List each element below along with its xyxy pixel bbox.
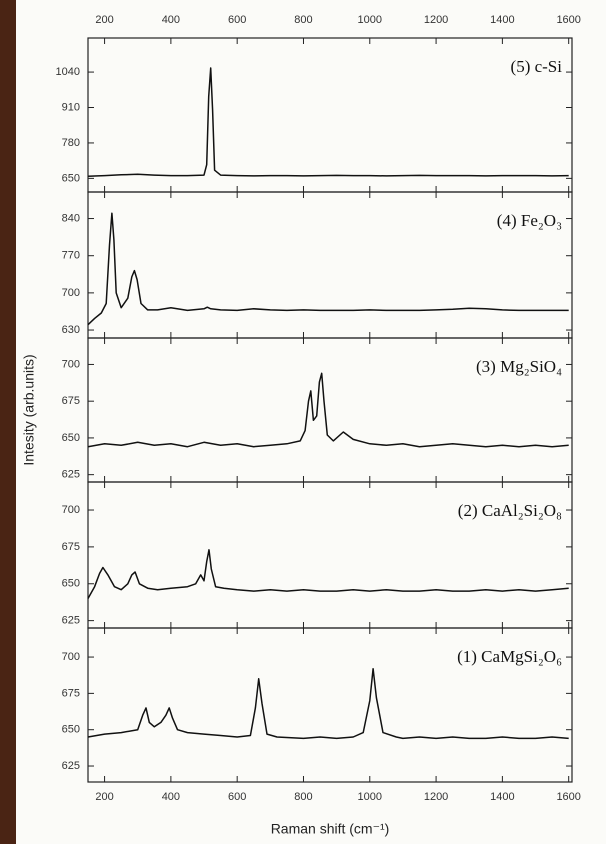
spectrum-line bbox=[87, 549, 569, 599]
y-tick-label: 700 bbox=[62, 504, 80, 516]
x-tick-label: 1200 bbox=[424, 791, 448, 803]
y-tick-label: 1040 bbox=[56, 66, 80, 78]
panel-label: (2) CaAl₂Si₂O₈ bbox=[458, 501, 562, 520]
spectrum-line bbox=[87, 372, 569, 448]
y-tick-label: 770 bbox=[62, 250, 80, 262]
y-tick-label: 700 bbox=[62, 287, 80, 299]
x-tick-label-top: 200 bbox=[95, 14, 113, 26]
x-tick-label-top: 1000 bbox=[358, 14, 382, 26]
x-tick-label: 1400 bbox=[490, 791, 514, 803]
x-tick-label: 1600 bbox=[556, 791, 580, 803]
x-tick-label-top: 1200 bbox=[424, 14, 448, 26]
dark-edge bbox=[0, 0, 16, 844]
panel-frame bbox=[87, 37, 573, 193]
spectrum-line bbox=[87, 212, 569, 326]
x-tick-label: 200 bbox=[95, 791, 113, 803]
x-tick-label-top: 800 bbox=[294, 14, 312, 26]
y-tick-label: 840 bbox=[62, 212, 80, 224]
y-tick-label: 675 bbox=[62, 687, 80, 699]
spectrum-line bbox=[87, 67, 569, 177]
y-tick-label: 650 bbox=[62, 724, 80, 736]
y-tick-label: 625 bbox=[62, 615, 80, 627]
panel-label: (5) c-Si bbox=[511, 57, 563, 76]
x-axis-label: Raman shift (cm⁻¹) bbox=[271, 821, 390, 837]
y-tick-label: 910 bbox=[62, 101, 80, 113]
y-tick-label: 650 bbox=[62, 172, 80, 184]
y-tick-label: 675 bbox=[62, 541, 80, 553]
y-tick-label: 625 bbox=[62, 469, 80, 481]
y-axis-label: Intesity (arb.units) bbox=[21, 354, 37, 465]
y-tick-label: 700 bbox=[62, 358, 80, 370]
x-tick-label: 600 bbox=[228, 791, 246, 803]
y-tick-label: 700 bbox=[62, 651, 80, 663]
panel-label: (1) CaMgSi₂O₆ bbox=[457, 647, 562, 666]
y-tick-label: 630 bbox=[62, 324, 80, 336]
y-tick-label: 650 bbox=[62, 432, 80, 444]
x-tick-label-top: 600 bbox=[228, 14, 246, 26]
x-tick-label: 1000 bbox=[358, 791, 382, 803]
x-tick-label: 800 bbox=[294, 791, 312, 803]
y-tick-label: 650 bbox=[62, 578, 80, 590]
x-tick-label-top: 1600 bbox=[556, 14, 580, 26]
spectrum-line bbox=[87, 667, 569, 740]
x-tick-label-top: 400 bbox=[162, 14, 180, 26]
x-tick-label-top: 1400 bbox=[490, 14, 514, 26]
x-tick-label: 400 bbox=[162, 791, 180, 803]
panel-label: (4) Fe₂O₃ bbox=[497, 211, 562, 230]
panel-frame bbox=[87, 627, 573, 783]
panel-label: (3) Mg₂SiO₄ bbox=[476, 357, 562, 376]
y-tick-label: 675 bbox=[62, 395, 80, 407]
y-tick-label: 780 bbox=[62, 137, 80, 149]
y-tick-label: 625 bbox=[62, 760, 80, 772]
